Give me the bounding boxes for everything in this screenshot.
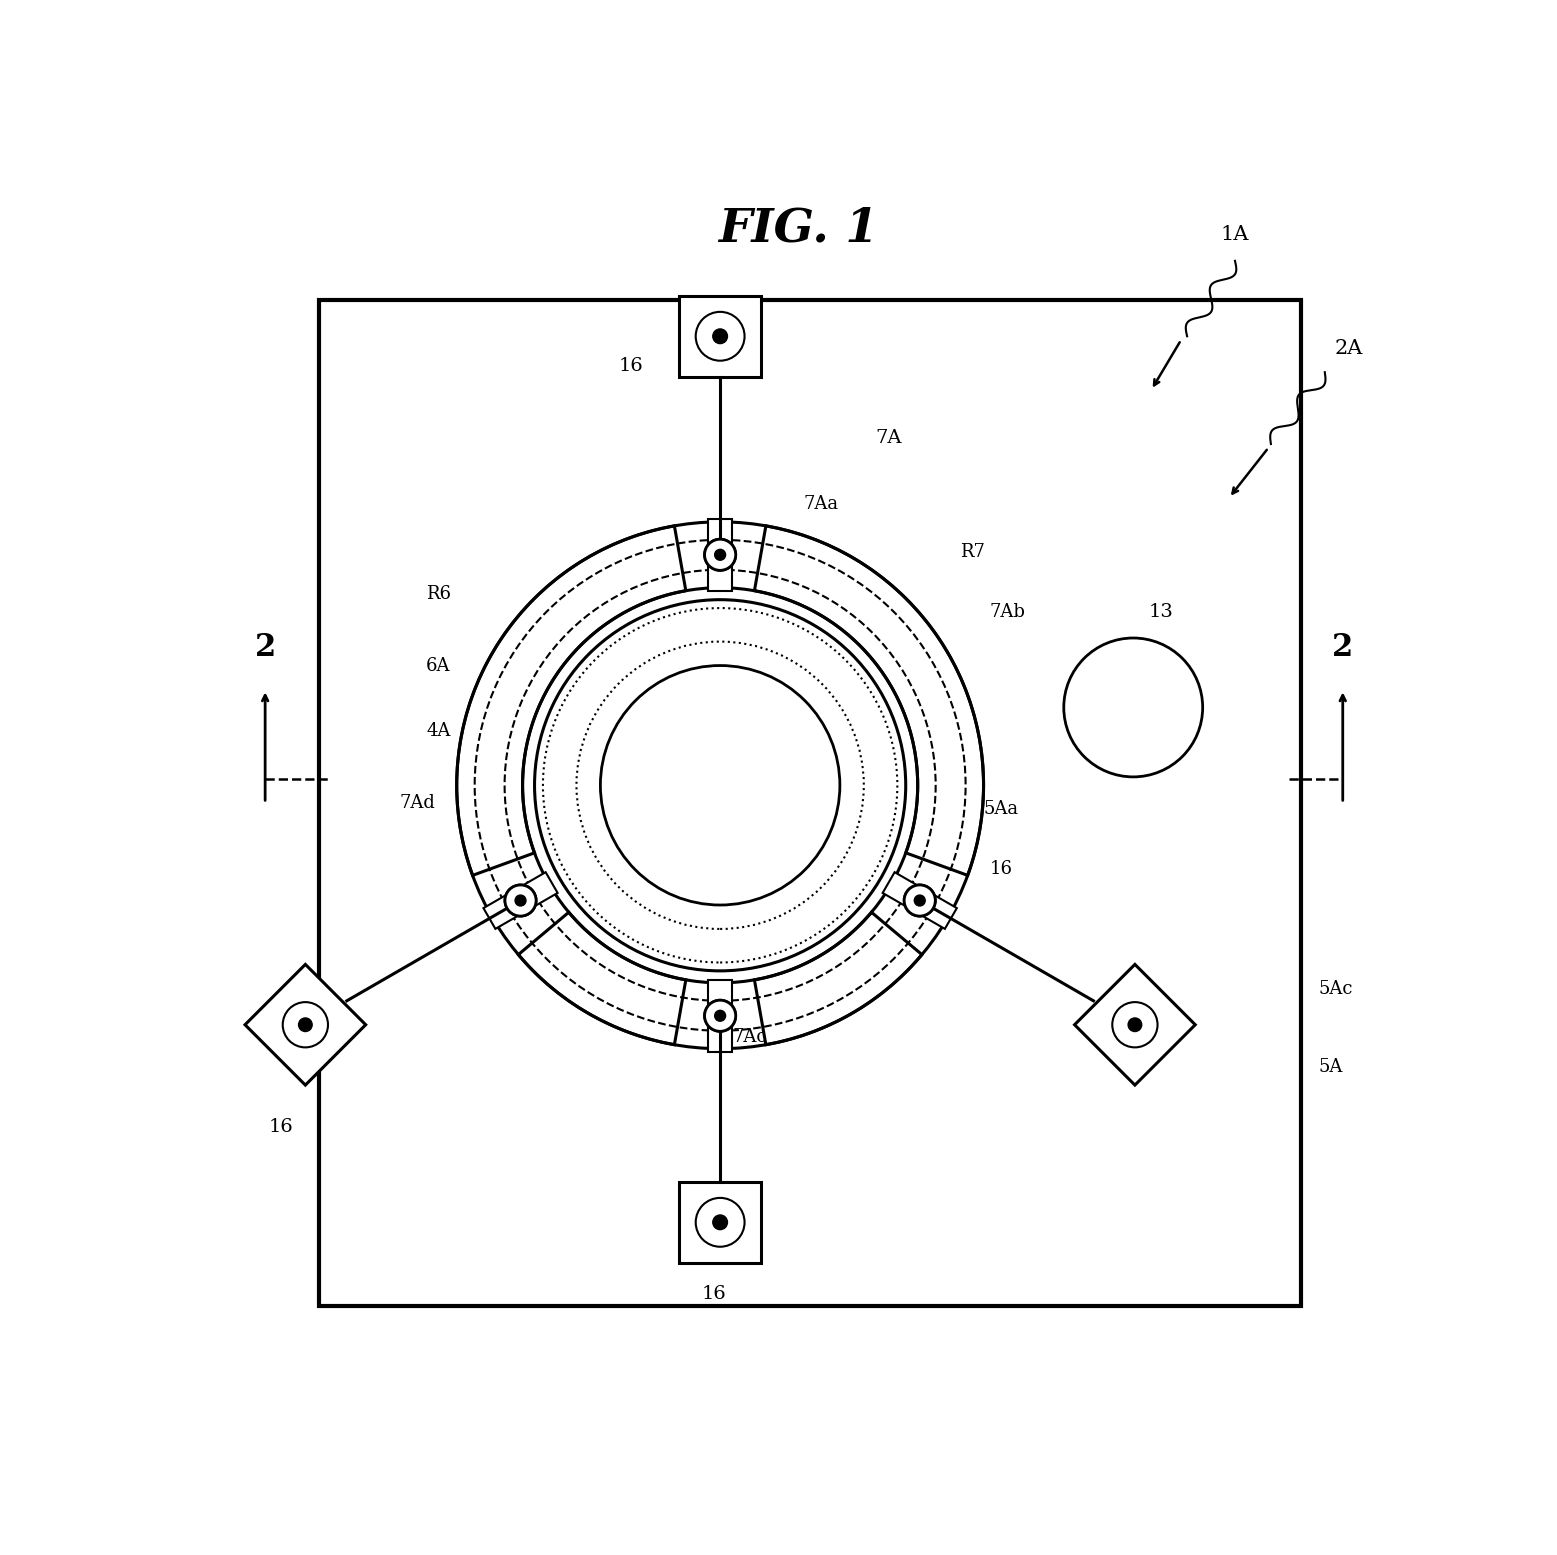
- Text: 7Ab: 7Ab: [990, 603, 1026, 620]
- Bar: [883, 872, 958, 928]
- Text: 4A: 4A: [427, 723, 450, 740]
- Text: 5A: 5A: [1319, 1057, 1344, 1076]
- Text: 2: 2: [1333, 631, 1353, 662]
- Polygon shape: [1074, 964, 1196, 1085]
- Text: 2A: 2A: [1334, 339, 1362, 358]
- Bar: [483, 872, 557, 928]
- Text: 7A: 7A: [875, 429, 903, 446]
- Text: 5Aa: 5Aa: [984, 801, 1018, 818]
- Circle shape: [504, 885, 536, 916]
- Text: 7Aa: 7Aa: [803, 494, 839, 513]
- Text: FIG. 1: FIG. 1: [718, 205, 878, 252]
- Circle shape: [515, 896, 526, 907]
- Text: 6A: 6A: [427, 656, 450, 675]
- Text: 16: 16: [990, 860, 1012, 879]
- Text: 5Ac: 5Ac: [1319, 980, 1353, 998]
- Circle shape: [713, 1214, 727, 1230]
- Circle shape: [705, 1000, 736, 1031]
- Circle shape: [504, 885, 536, 916]
- Text: R6: R6: [425, 585, 450, 603]
- Text: 16: 16: [618, 358, 643, 375]
- Circle shape: [715, 549, 726, 560]
- Text: 2: 2: [254, 631, 276, 662]
- Circle shape: [905, 885, 936, 916]
- Text: 1A: 1A: [1221, 225, 1249, 244]
- Text: 16: 16: [702, 1284, 727, 1303]
- Text: 13: 13: [1149, 603, 1174, 620]
- Bar: [708, 519, 732, 591]
- Circle shape: [705, 540, 736, 571]
- Text: 7Ac: 7Ac: [732, 1028, 766, 1045]
- Circle shape: [713, 330, 727, 344]
- Circle shape: [914, 896, 925, 907]
- Circle shape: [914, 896, 925, 907]
- Polygon shape: [755, 526, 984, 875]
- Circle shape: [715, 1011, 726, 1022]
- Polygon shape: [244, 964, 366, 1085]
- Text: R7: R7: [959, 543, 984, 561]
- Bar: [319, 300, 1300, 1306]
- Bar: [679, 1182, 761, 1263]
- Circle shape: [715, 549, 726, 560]
- Polygon shape: [755, 913, 922, 1045]
- Text: 7Ad: 7Ad: [399, 795, 434, 812]
- Text: 16: 16: [269, 1118, 294, 1135]
- Circle shape: [705, 1000, 736, 1031]
- Circle shape: [705, 540, 736, 571]
- Bar: [708, 980, 732, 1051]
- Circle shape: [299, 1019, 311, 1031]
- Circle shape: [515, 896, 526, 907]
- Polygon shape: [456, 526, 685, 875]
- Polygon shape: [518, 913, 685, 1045]
- Circle shape: [1129, 1019, 1141, 1031]
- Bar: [679, 295, 761, 376]
- Circle shape: [905, 885, 936, 916]
- Circle shape: [715, 1011, 726, 1022]
